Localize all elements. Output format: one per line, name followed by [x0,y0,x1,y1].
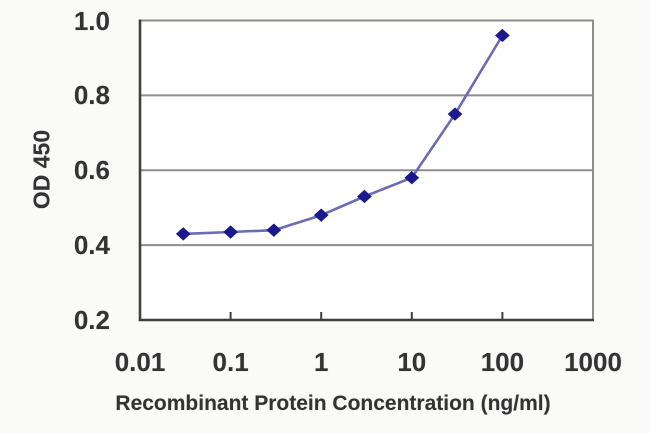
x-tick-label-0.01: 0.01 [114,347,166,377]
y-tick-label-0.6: 0.6 [73,155,110,186]
x-tick-label-10: 10 [397,347,427,377]
data-point-marker-0-7 [495,28,510,43]
y-tick-label-0.4: 0.4 [73,230,110,261]
data-point-marker-0-5 [404,171,420,185]
x-tick-label-1: 1 [313,347,329,377]
plot-border-top-right [140,19,594,320]
x-tick-label-1000: 1000 [564,347,622,377]
x-tick-label-100: 100 [480,347,525,377]
y-tick-label-0.2: 0.2 [73,305,110,335]
y-tick-label-0.8: 0.8 [73,80,110,111]
data-point-marker-0-6 [447,107,463,121]
x-axis-title: Recombinant Protein Concentration (ng/ml… [115,392,551,415]
y-axis-title: OD 450 [28,129,55,210]
series-line-0 [183,34,504,236]
data-point-marker-0-2 [266,223,282,237]
data-point-marker-0-1 [223,225,238,239]
data-point-marker-0-3 [313,208,329,222]
data-point-marker-0-4 [357,189,372,204]
y-tick-label-1.0: 1.0 [73,5,110,36]
data-point-marker-0-0 [175,227,191,241]
axis-lines [138,19,594,322]
x-tick-label-0.1: 0.1 [212,347,249,377]
